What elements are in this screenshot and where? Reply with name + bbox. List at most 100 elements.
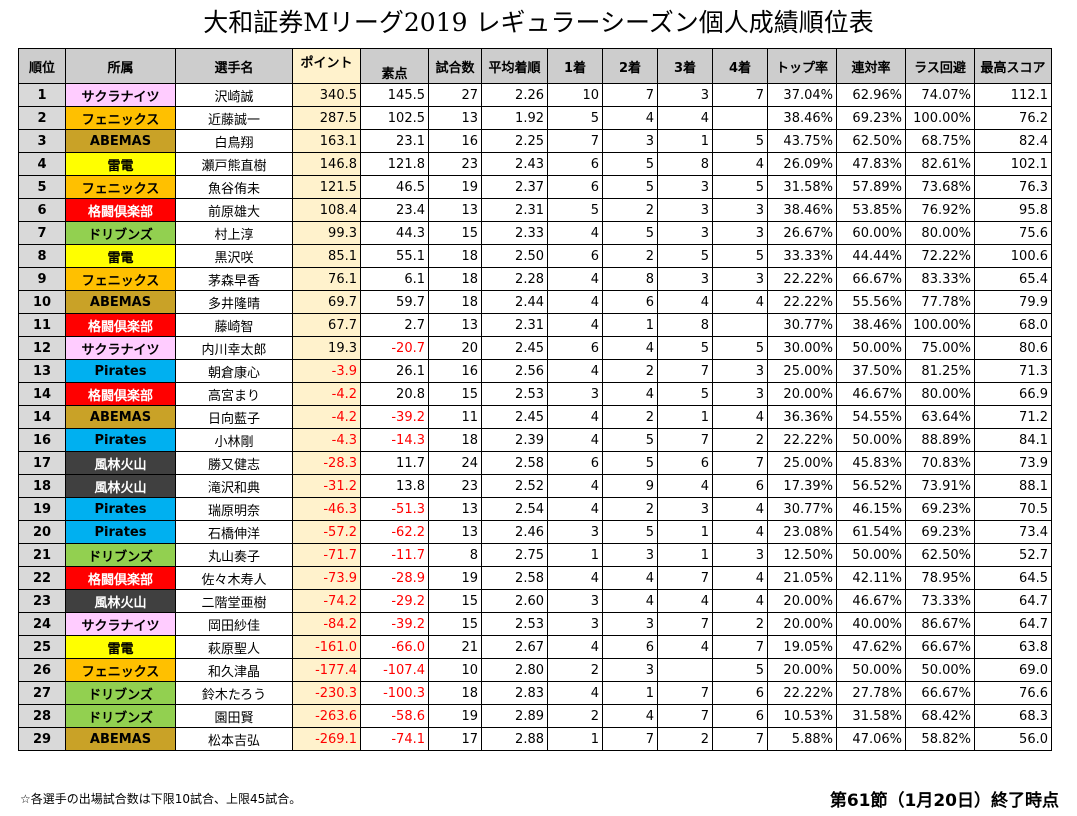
cell-second: 4: [602, 704, 658, 728]
cell-rank: 21: [18, 543, 66, 567]
cell-top-rate: 22.22%: [767, 267, 837, 291]
cell-second: 3: [602, 129, 658, 153]
cell-games: 11: [428, 405, 482, 429]
cell-top-rate: 26.67%: [767, 221, 837, 245]
cell-high-score: 84.1: [974, 428, 1052, 452]
cell-points: -3.9: [292, 359, 361, 383]
table-row: 11 格闘倶楽部 藤崎智 67.7 2.7 13 2.31 4 1 8 30.77% 38.46% 10…: [18, 313, 1052, 337]
cell-team: ドリブンズ: [65, 704, 176, 728]
cell-raw-score: 26.1: [360, 359, 429, 383]
cell-avg-rank: 2.58: [481, 566, 548, 590]
table-row: 12 サクラナイツ 内川幸太郎 19.3 -20.7 20 2.45 6 4 5 5 30.00% 50…: [18, 336, 1052, 360]
cell-player: 松本吉弘: [175, 727, 293, 751]
cell-last-avoid: 73.91%: [905, 474, 975, 498]
table-row: 5 フェニックス 魚谷侑未 121.5 46.5 19 2.37 6 5 3 5 31.58% 57.8…: [18, 175, 1052, 199]
table-row: 13 Pirates 朝倉康心 -3.9 26.1 16 2.56 4 2 7 3 25.00% 37.…: [18, 359, 1052, 383]
cell-last-avoid: 70.83%: [905, 451, 975, 475]
cell-high-score: 71.3: [974, 359, 1052, 383]
col-header-third: 3着: [657, 48, 713, 84]
cell-rank: 16: [18, 428, 66, 452]
cell-top-rate: 20.00%: [767, 382, 837, 406]
cell-raw-score: -11.7: [360, 543, 429, 567]
cell-raw-score: 55.1: [360, 244, 429, 268]
cell-avg-rank: 2.89: [481, 704, 548, 728]
cell-top-rate: 5.88%: [767, 727, 837, 751]
cell-games: 16: [428, 359, 482, 383]
cell-rank: 13: [18, 359, 66, 383]
cell-third: [657, 658, 713, 682]
cell-second: 1: [602, 681, 658, 705]
cell-fourth: 4: [712, 290, 768, 314]
cell-second: 8: [602, 267, 658, 291]
cell-first: 4: [547, 405, 603, 429]
cell-avg-rank: 2.67: [481, 635, 548, 659]
cell-games: 19: [428, 175, 482, 199]
cell-third: 7: [657, 359, 713, 383]
cell-points: 340.5: [292, 83, 361, 107]
cell-high-score: 70.5: [974, 497, 1052, 521]
cell-raw-score: 13.8: [360, 474, 429, 498]
cell-rentai-rate: 27.78%: [836, 681, 906, 705]
cell-rentai-rate: 46.67%: [836, 589, 906, 613]
cell-second: 4: [602, 382, 658, 406]
cell-third: 3: [657, 221, 713, 245]
table-row: 26 フェニックス 和久津晶 -177.4 -107.4 10 2.80 2 3 5 20.00% 5…: [18, 658, 1052, 682]
cell-player: 園田賢: [175, 704, 293, 728]
cell-high-score: 73.4: [974, 520, 1052, 544]
cell-raw-score: 2.7: [360, 313, 429, 337]
cell-high-score: 75.6: [974, 221, 1052, 245]
table-row: 3 ABEMAS 白鳥翔 163.1 23.1 16 2.25 7 3 1 5 43.75% 62.50…: [18, 129, 1052, 153]
cell-rentai-rate: 57.89%: [836, 175, 906, 199]
cell-high-score: 64.7: [974, 612, 1052, 636]
cell-third: 5: [657, 336, 713, 360]
cell-rank: 27: [18, 681, 66, 705]
cell-last-avoid: 77.78%: [905, 290, 975, 314]
cell-top-rate: 22.22%: [767, 290, 837, 314]
cell-last-avoid: 86.67%: [905, 612, 975, 636]
cell-third: 5: [657, 244, 713, 268]
cell-games: 13: [428, 198, 482, 222]
cell-player: 沢崎誠: [175, 83, 293, 107]
cell-third: 8: [657, 152, 713, 176]
cell-high-score: 63.8: [974, 635, 1052, 659]
cell-avg-rank: 2.26: [481, 83, 548, 107]
cell-team: Pirates: [65, 520, 176, 544]
cell-team: 格闘倶楽部: [65, 566, 176, 590]
table-row: 28 ドリブンズ 園田賢 -263.6 -58.6 19 2.89 2 4 7 6 10.53% 31.…: [18, 704, 1052, 728]
cell-games: 18: [428, 244, 482, 268]
cell-rank: 7: [18, 221, 66, 245]
cell-team: 風林火山: [65, 589, 176, 613]
cell-second: 3: [602, 658, 658, 682]
cell-top-rate: 20.00%: [767, 589, 837, 613]
cell-second: 5: [602, 451, 658, 475]
cell-points: 146.8: [292, 152, 361, 176]
cell-rentai-rate: 31.58%: [836, 704, 906, 728]
cell-rentai-rate: 40.00%: [836, 612, 906, 636]
cell-player: 近藤誠一: [175, 106, 293, 130]
cell-team: サクラナイツ: [65, 83, 176, 107]
cell-last-avoid: 69.23%: [905, 497, 975, 521]
cell-team: ABEMAS: [65, 727, 176, 751]
cell-high-score: 66.9: [974, 382, 1052, 406]
cell-first: 4: [547, 635, 603, 659]
cell-fourth: 3: [712, 198, 768, 222]
table-row: 20 Pirates 石橋伸洋 -57.2 -62.2 13 2.46 3 5 1 4 23.08% 6…: [18, 520, 1052, 544]
cell-points: 108.4: [292, 198, 361, 222]
table-row: 27 ドリブンズ 鈴木たろう -230.3 -100.3 18 2.83 4 1 7 6 22.22%…: [18, 681, 1052, 705]
cell-top-rate: 12.50%: [767, 543, 837, 567]
col-header-last-avoid: ラス回避: [905, 48, 975, 84]
cell-points: -4.2: [292, 382, 361, 406]
cell-team: ドリブンズ: [65, 221, 176, 245]
table-row: 24 サクラナイツ 岡田紗佳 -84.2 -39.2 15 2.53 3 3 7 2 20.00% 40…: [18, 612, 1052, 636]
cell-games: 15: [428, 382, 482, 406]
cell-third: 3: [657, 83, 713, 107]
table-row: 23 風林火山 二階堂亜樹 -74.2 -29.2 15 2.60 3 4 4 4 20.00% 46.…: [18, 589, 1052, 613]
cell-rank: 2: [18, 106, 66, 130]
cell-second: 2: [602, 359, 658, 383]
table-row: 22 格闘倶楽部 佐々木寿人 -73.9 -28.9 19 2.58 4 4 7 4 21.05% 42…: [18, 566, 1052, 590]
cell-fourth: [712, 106, 768, 130]
cell-points: -57.2: [292, 520, 361, 544]
cell-third: 7: [657, 612, 713, 636]
cell-team: ABEMAS: [65, 290, 176, 314]
cell-player: 二階堂亜樹: [175, 589, 293, 613]
